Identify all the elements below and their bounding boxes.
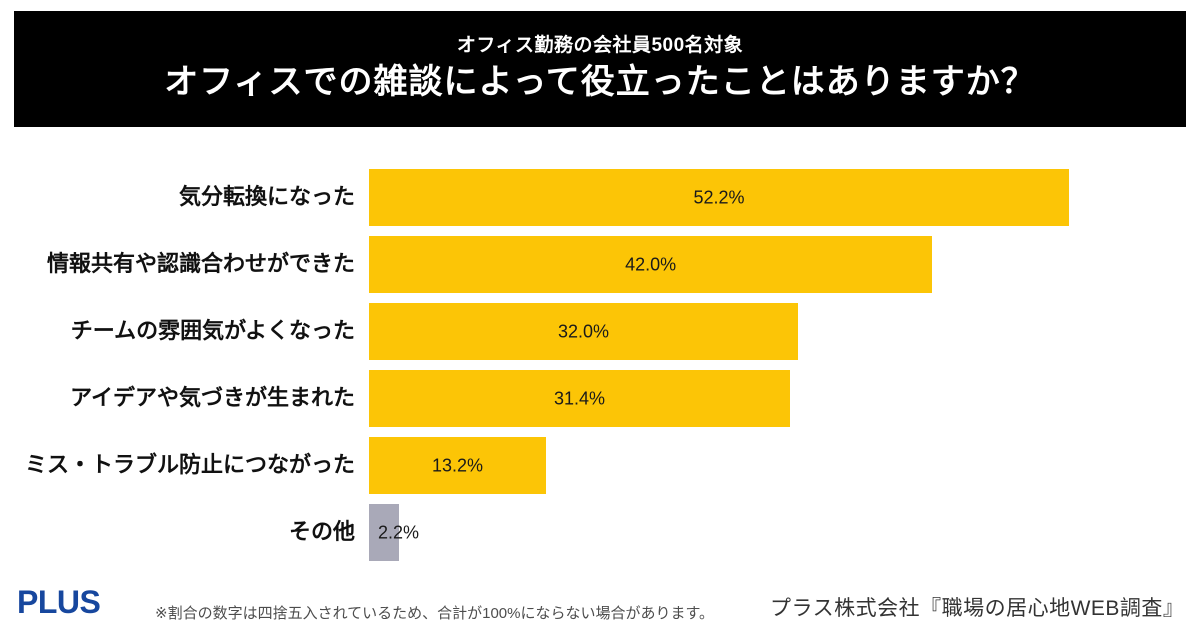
chart-row: アイデアや気づきが生まれた 31.4% bbox=[0, 370, 1200, 427]
chart-row: ミス・トラブル防止につながった 13.2% bbox=[0, 437, 1200, 494]
category-label: チームの雰囲気がよくなった bbox=[70, 318, 355, 344]
category-label: その他 bbox=[288, 519, 355, 545]
bar-track: 13.2% bbox=[369, 437, 1069, 494]
bar: 13.2% bbox=[369, 437, 546, 494]
bar: 52.2% bbox=[369, 169, 1069, 226]
value-label: 32.0% bbox=[558, 321, 610, 341]
bar-track: 31.4% bbox=[369, 370, 1069, 427]
category-label: アイデアや気づきが生まれた bbox=[70, 385, 355, 411]
bar: 32.0% bbox=[369, 303, 799, 360]
category-label: 情報共有や認識合わせができた bbox=[46, 251, 355, 277]
value-label: 52.2% bbox=[693, 187, 745, 207]
bar: 42.0% bbox=[369, 236, 933, 293]
bar: 2.2% bbox=[369, 504, 419, 561]
rounding-footnote: ※割合の数字は四捨五入されているため、合計が100%にならない場合があります。 bbox=[155, 605, 714, 622]
bar-track: 52.2% bbox=[369, 169, 1069, 226]
value-label: 13.2% bbox=[431, 455, 484, 475]
value-label: 2.2% bbox=[377, 522, 420, 542]
chart-row: 情報共有や認識合わせができた 42.0% bbox=[0, 236, 1200, 293]
value-label: 31.4% bbox=[554, 388, 606, 408]
survey-question-title: オフィスでの雑談によって役立ったことはありますか？ bbox=[164, 63, 1036, 102]
chart-row: チームの雰囲気がよくなった 32.0% bbox=[0, 303, 1200, 360]
category-label: 気分転換になった bbox=[178, 184, 355, 210]
horizontal-bar-chart: 気分転換になった 52.2% 情報共有や認識合わせができた 42.0% チームの… bbox=[0, 169, 1200, 571]
survey-target-subtitle: オフィス勤務の会社員500名対象 bbox=[456, 34, 744, 56]
chart-row: 気分転換になった 52.2% bbox=[0, 169, 1200, 226]
bar-track: 42.0% bbox=[369, 236, 1069, 293]
plus-logo: PLUS bbox=[17, 584, 101, 620]
bar: 31.4% bbox=[369, 370, 791, 427]
bar-track: 2.2% bbox=[369, 504, 1069, 561]
bar-track: 32.0% bbox=[369, 303, 1069, 360]
value-label: 42.0% bbox=[625, 254, 677, 274]
chart-row: その他 2.2% bbox=[0, 504, 1200, 561]
header-banner: オフィス勤務の会社員500名対象 オフィスでの雑談によって役立ったことはあります… bbox=[14, 11, 1186, 127]
source-citation: プラス株式会社『職場の居心地WEB調査』 bbox=[770, 597, 1185, 620]
category-label: ミス・トラブル防止につながった bbox=[24, 452, 355, 478]
